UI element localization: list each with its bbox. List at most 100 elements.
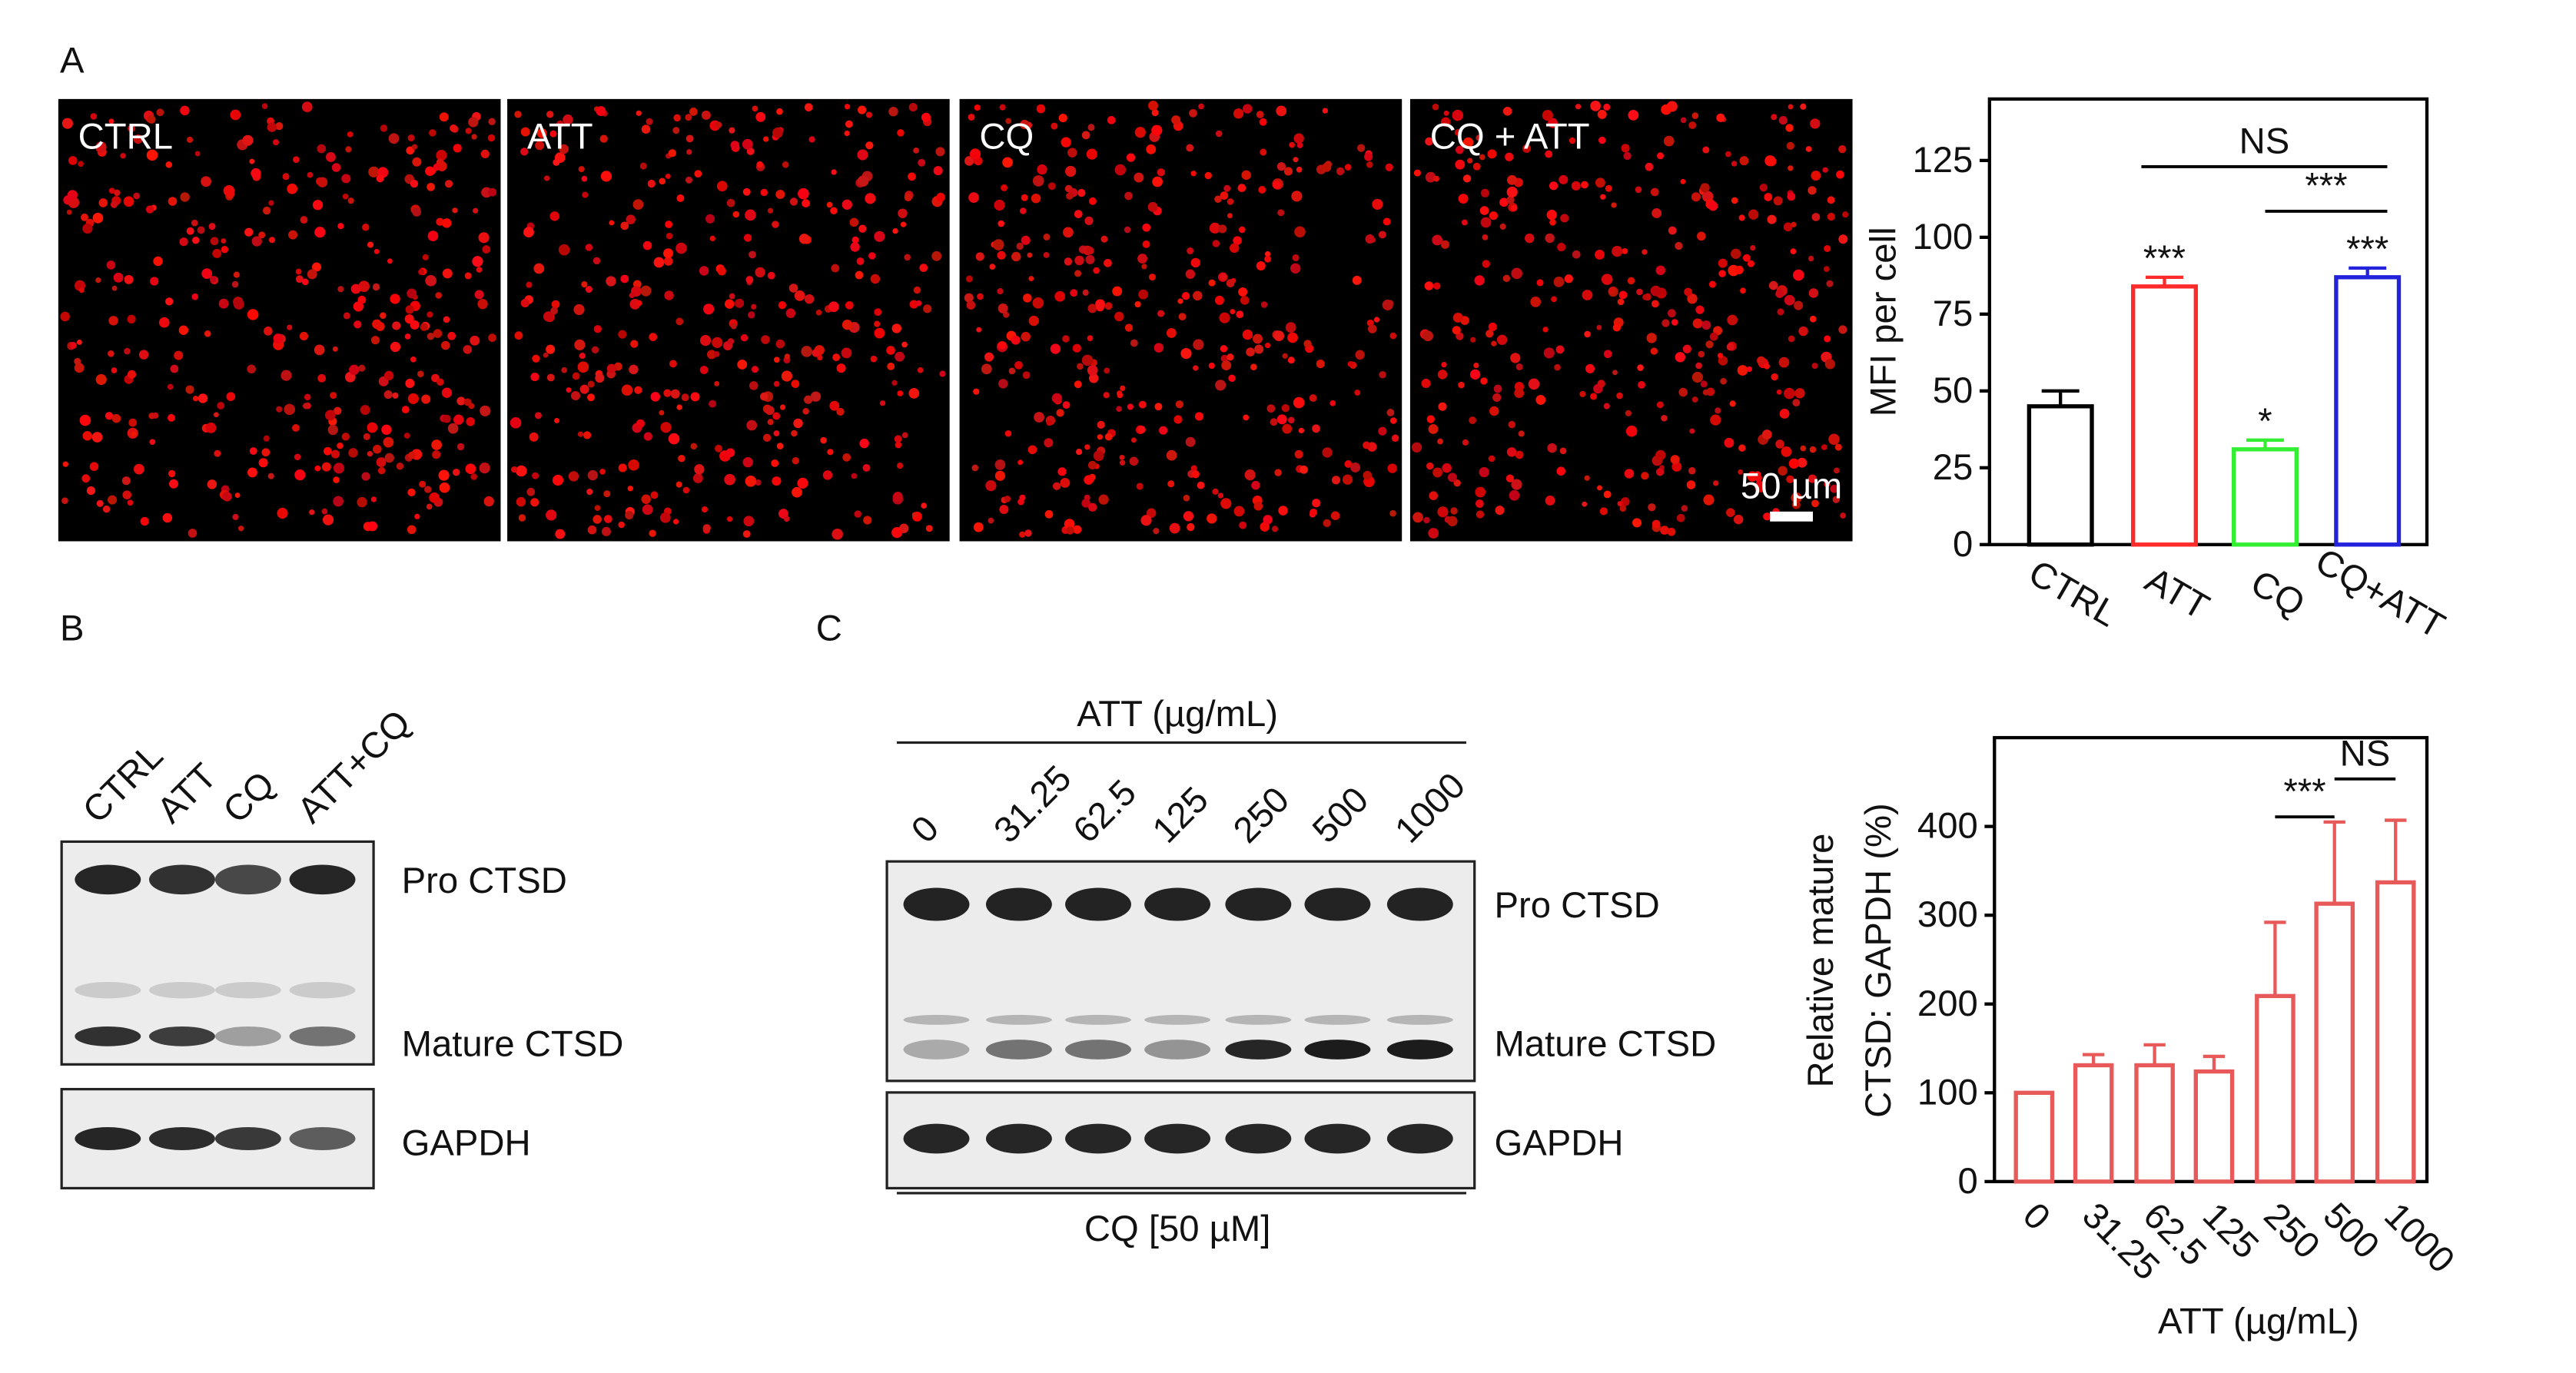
cell-dot bbox=[405, 305, 414, 314]
cell-dot bbox=[317, 373, 327, 383]
cell-dot bbox=[1134, 300, 1141, 308]
cell-dot bbox=[894, 435, 902, 443]
cell-dot bbox=[1423, 516, 1430, 524]
cell-dot bbox=[1508, 420, 1515, 429]
cell-dot bbox=[974, 104, 981, 111]
cell-dot bbox=[976, 327, 982, 333]
cell-dot bbox=[586, 488, 593, 496]
cell-dot bbox=[1239, 521, 1247, 529]
cell-dot bbox=[1194, 412, 1204, 421]
cell-dot bbox=[1223, 184, 1231, 192]
bar bbox=[2375, 880, 2416, 1184]
cell-dot bbox=[185, 385, 194, 394]
cell-dot bbox=[1282, 423, 1293, 434]
cell-dot bbox=[581, 175, 588, 182]
cell-dot bbox=[1273, 330, 1285, 341]
cell-dot bbox=[86, 486, 95, 496]
cell-dot bbox=[1021, 331, 1031, 342]
cell-dot bbox=[573, 303, 585, 316]
cell-dot bbox=[133, 192, 140, 200]
cell-dot bbox=[1764, 155, 1776, 167]
cell-dot bbox=[447, 423, 459, 434]
cell-dot bbox=[1146, 508, 1157, 518]
cell-dot bbox=[1190, 465, 1197, 472]
cell-dot bbox=[523, 227, 534, 238]
cell-dot bbox=[629, 292, 635, 299]
cell-dot bbox=[831, 169, 837, 175]
cell-dot bbox=[745, 276, 754, 284]
cell-dot bbox=[1021, 194, 1028, 201]
cell-dot bbox=[1081, 354, 1094, 366]
cell-dot bbox=[1124, 323, 1134, 332]
cell-dot bbox=[1453, 479, 1461, 487]
cell-dot bbox=[756, 161, 763, 168]
cell-dot bbox=[794, 290, 805, 301]
cell-dot bbox=[1191, 470, 1200, 479]
cell-dot bbox=[1251, 480, 1260, 490]
cell-dot bbox=[474, 290, 484, 300]
cell-dot bbox=[367, 451, 373, 457]
cell-dot bbox=[856, 257, 865, 265]
cell-dot bbox=[1462, 439, 1469, 446]
cell-dot bbox=[472, 256, 483, 267]
cell-dot bbox=[1159, 426, 1168, 435]
cell-dot bbox=[1585, 363, 1595, 373]
cell-dot bbox=[789, 197, 798, 206]
cell-dot bbox=[1635, 186, 1642, 194]
significance-label: * bbox=[2258, 401, 2272, 442]
y-tick-label: 75 bbox=[1933, 294, 1973, 334]
band-label: Mature CTSD bbox=[402, 1024, 624, 1065]
cell-dot bbox=[1129, 456, 1139, 466]
cell-dot bbox=[791, 380, 800, 388]
cell-dot bbox=[1687, 294, 1698, 304]
cell-dot bbox=[146, 149, 158, 161]
cell-dot bbox=[737, 360, 748, 370]
cell-dot bbox=[973, 388, 980, 395]
cell-dot bbox=[1002, 157, 1013, 168]
cell-dot bbox=[372, 283, 380, 291]
cell-dot bbox=[1479, 206, 1489, 215]
cell-dot bbox=[997, 250, 1006, 260]
cell-dot bbox=[1044, 438, 1054, 448]
cell-dot bbox=[60, 311, 70, 322]
cell-dot bbox=[1373, 317, 1380, 323]
cell-dot bbox=[1474, 275, 1485, 286]
cell-dot bbox=[1661, 319, 1670, 327]
band bbox=[985, 1014, 1052, 1025]
cell-dot bbox=[1230, 309, 1236, 314]
cell-dot bbox=[1731, 197, 1738, 204]
cell-dot bbox=[1716, 113, 1725, 122]
cell-dot bbox=[304, 393, 311, 401]
cell-dot bbox=[1185, 436, 1196, 447]
cell-dot bbox=[743, 234, 752, 242]
bar bbox=[2193, 1069, 2235, 1184]
cell-dot bbox=[1756, 479, 1762, 486]
cell-dot bbox=[1250, 363, 1257, 370]
cell-dot bbox=[606, 276, 616, 287]
cell-dot bbox=[1187, 247, 1194, 254]
cell-dot bbox=[1037, 164, 1047, 175]
cell-dot bbox=[577, 431, 584, 437]
cell-dot bbox=[1119, 454, 1125, 460]
cell-dot bbox=[1625, 425, 1638, 437]
cell-dot bbox=[1603, 403, 1610, 410]
cell-dot bbox=[478, 232, 490, 244]
cell-dot bbox=[556, 120, 564, 128]
cell-dot bbox=[1545, 495, 1555, 506]
cell-dot bbox=[606, 363, 616, 373]
cell-dot bbox=[865, 111, 872, 118]
band bbox=[1065, 887, 1131, 921]
cell-dot bbox=[358, 280, 370, 292]
band bbox=[75, 1126, 141, 1151]
cell-dot bbox=[1428, 423, 1439, 434]
cell-dot bbox=[1011, 251, 1021, 262]
cell-dot bbox=[892, 228, 898, 234]
cell-dot bbox=[442, 414, 451, 423]
cell-dot bbox=[583, 431, 592, 439]
band bbox=[75, 981, 141, 999]
cell-dot bbox=[558, 244, 570, 256]
cell-dot bbox=[999, 104, 1006, 111]
cell-dot bbox=[201, 268, 213, 279]
cell-dot bbox=[1204, 171, 1212, 180]
